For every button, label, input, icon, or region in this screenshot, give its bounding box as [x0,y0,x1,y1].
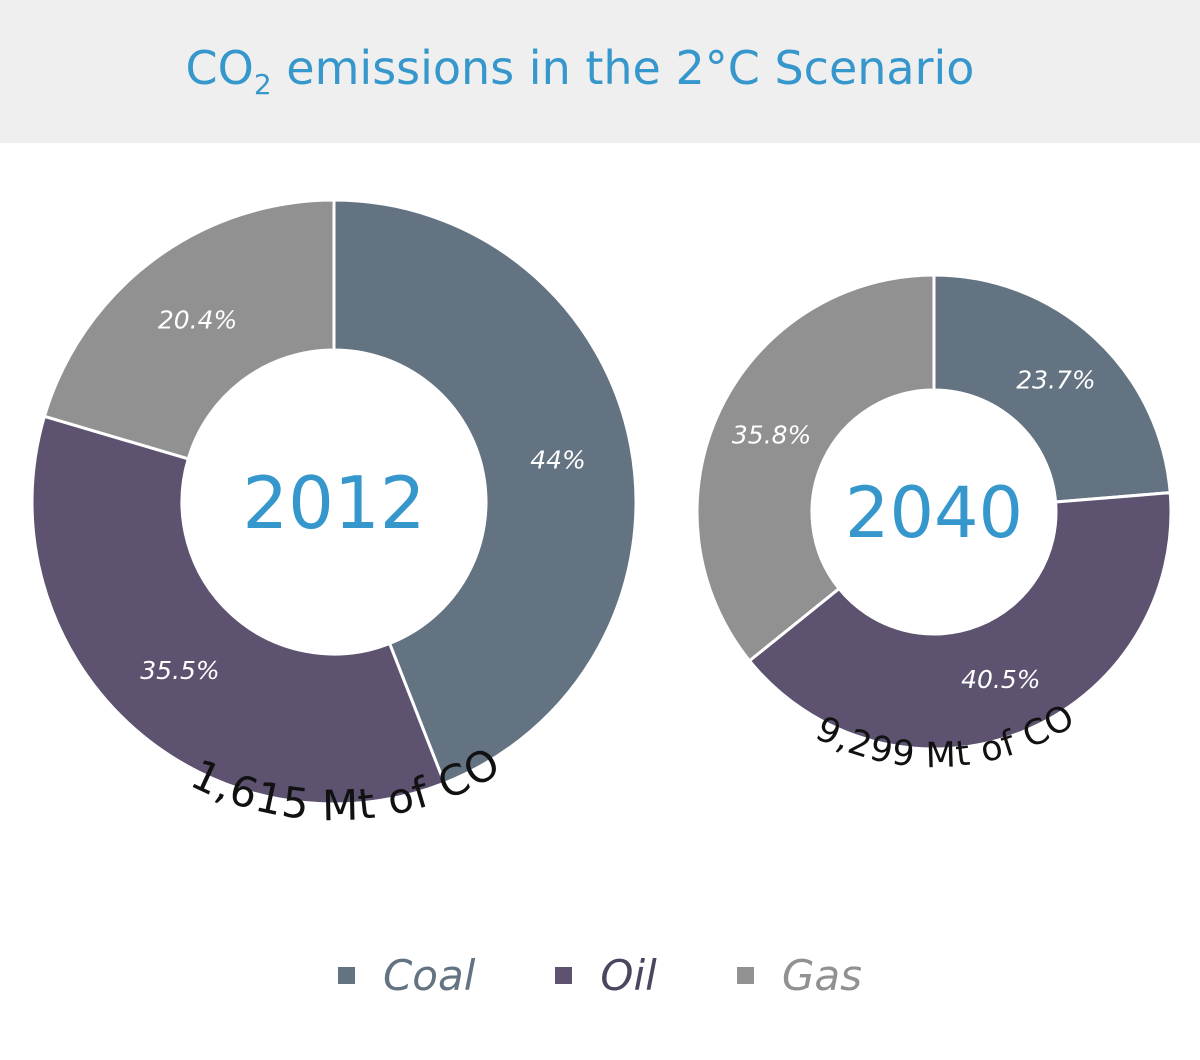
slice-label-oil-2040: 40.5% [961,665,1040,694]
slice-gas-2012 [42,198,336,461]
slice-oil-2040 [748,491,1173,751]
center-year-label: 2012 [242,461,425,545]
slice-label-coal-2012: 44% [530,446,586,475]
legend-item-oil: Oil [555,950,657,1000]
title-subscript: 2 [253,68,272,101]
legend-swatch-gas [736,966,754,984]
legend-label-coal: Coal [382,950,476,1000]
legend-item-coal: Coal [337,950,476,1000]
slice-coal-2040 [932,273,1172,504]
slice-gas-2040 [695,273,936,663]
slice-label-gas-2012: 20.4% [158,305,237,334]
title-prefix: CO [185,41,254,95]
slice-label-gas-2040: 35.8% [732,420,811,449]
legend: Coal Oil Gas [0,945,1200,1005]
legend-swatch-oil [555,966,573,984]
legend-label-oil: Oil [600,950,657,1000]
center-year-label: 2040 [845,472,1023,554]
legend-label-gas: Gas [781,950,862,1000]
title-banner [0,0,1200,143]
legend-swatch-coal [337,966,355,984]
donut-chart-2012: 44%35.5%20.4%201231,615 Mt of CO2 [0,0,638,830]
title-suffix: emissions in the 2°C Scenario [271,41,975,95]
slice-oil-2012 [30,414,446,806]
slice-label-oil-2012: 35.5% [140,656,219,685]
slice-label-coal-2040: 23.7% [1016,366,1095,395]
slice-coal-2012 [332,198,638,785]
legend-item-gas: Gas [736,950,862,1000]
chart-title: CO2 emissions in the 2°C Scenario [0,38,1160,101]
